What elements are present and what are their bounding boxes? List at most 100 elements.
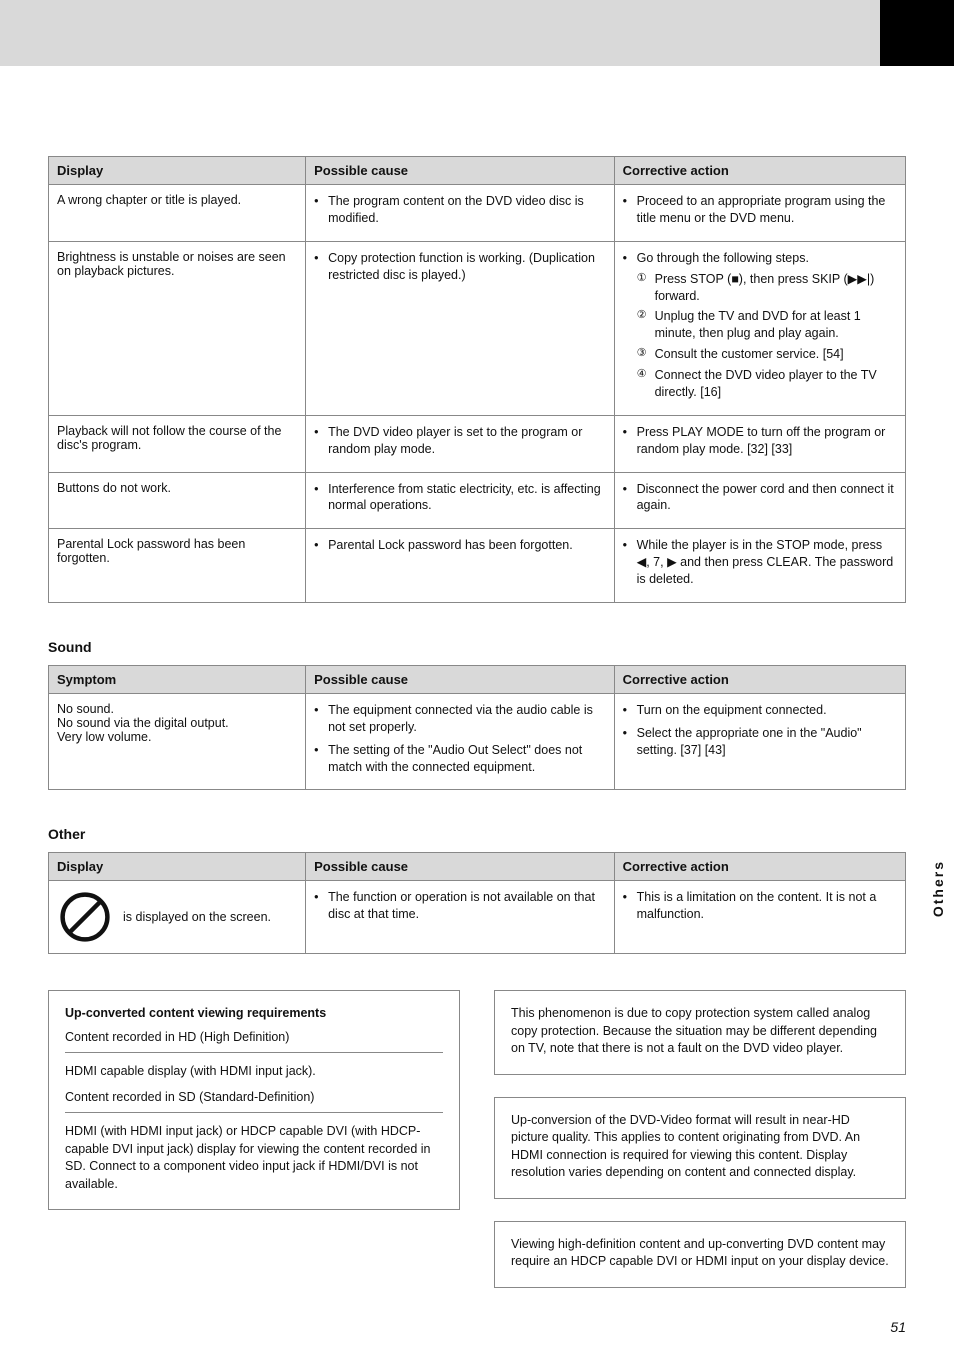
numbered-list: ① Press STOP (■), then press SKIP (▶▶|) f…	[637, 271, 897, 401]
bullet-list: Disconnect the power cord and then conne…	[623, 481, 897, 515]
list-item: ① Press STOP (■), then press SKIP (▶▶|) f…	[637, 271, 897, 305]
action-cell: Turn on the equipment connected. Select t…	[614, 693, 905, 790]
box-sub2: Content recorded in SD (Standard-Definit…	[65, 1089, 443, 1107]
th-symptom: Symptom	[49, 665, 306, 693]
cause-cell: Parental Lock password has been forgotte…	[306, 529, 615, 603]
box-body2: HDMI (with HDMI input jack) or HDCP capa…	[65, 1123, 443, 1193]
step-intro: Go through the following steps.	[637, 250, 897, 267]
th-cause: Possible cause	[306, 853, 615, 881]
action-cell: While the player is in the STOP mode, pr…	[614, 529, 905, 603]
bullet-list: Proceed to an appropriate program using …	[623, 193, 897, 227]
table-row: is displayed on the screen. The function …	[49, 881, 906, 954]
table-b-head: Symptom Possible cause Corrective action	[49, 665, 906, 693]
boxes-left-col: Up-converted content viewing requirement…	[48, 990, 460, 1288]
list-item: While the player is in the STOP mode, pr…	[623, 537, 897, 588]
box-upconvert-requirements: Up-converted content viewing requirement…	[48, 990, 460, 1210]
prohibit-icon	[57, 889, 113, 945]
bullet-list: The program content on the DVD video dis…	[314, 193, 606, 227]
list-item: The DVD video player is set to the progr…	[314, 424, 606, 458]
divider	[65, 1112, 443, 1113]
table-row: Parental Lock password has been forgotte…	[49, 529, 906, 603]
page-number: 51	[890, 1319, 906, 1335]
symptom-cell: Brightness is unstable or noises are see…	[49, 241, 306, 415]
step-text: Consult the customer service. [54]	[655, 347, 844, 361]
action-cell: Press PLAY MODE to turn off the program …	[614, 415, 905, 472]
list-item: Disconnect the power cord and then conne…	[623, 481, 897, 515]
cause-cell: Interference from static electricity, et…	[306, 472, 615, 529]
step-text: Unplug the TV and DVD for at least 1 min…	[655, 309, 861, 340]
table-a-head: Display Possible cause Corrective action	[49, 157, 906, 185]
list-item: The function or operation is not availab…	[314, 889, 606, 923]
symptom-cell: A wrong chapter or title is played.	[49, 185, 306, 242]
list-item: Interference from static electricity, et…	[314, 481, 606, 515]
list-item: This is a limitation on the content. It …	[623, 889, 897, 923]
step-number-icon: ①	[637, 271, 647, 286]
list-item: The setting of the "Audio Out Select" do…	[314, 742, 606, 776]
section-heading-other: Other	[48, 826, 906, 842]
th-action: Corrective action	[614, 853, 905, 881]
troubleshoot-table-sound: Symptom Possible cause Corrective action…	[48, 665, 906, 791]
action-cell: Disconnect the power cord and then conne…	[614, 472, 905, 529]
list-item: ③Consult the customer service. [54]	[637, 346, 897, 363]
action-cell: This is a limitation on the content. It …	[614, 881, 905, 954]
bullet-list: The DVD video player is set to the progr…	[314, 424, 606, 458]
box-sub1: Content recorded in HD (High Definition)	[65, 1029, 443, 1047]
cause-cell: The function or operation is not availab…	[306, 881, 615, 954]
list-item: The program content on the DVD video dis…	[314, 193, 606, 227]
action-cell: Go through the following steps. ① Press ST…	[614, 241, 905, 415]
th-cause: Possible cause	[306, 157, 615, 185]
step-number-icon: ②	[637, 308, 647, 323]
icon-label: is displayed on the screen.	[123, 910, 271, 924]
symptom-cell: Playback will not follow the course of t…	[49, 415, 306, 472]
th-cause: Possible cause	[306, 665, 615, 693]
cause-cell: The equipment connected via the audio ca…	[306, 693, 615, 790]
bullet-list: Copy protection function is working. (Du…	[314, 250, 606, 284]
step-text: Connect the DVD video player to the TV d…	[655, 368, 877, 399]
box-copy-protection: This phenomenon is due to copy protectio…	[494, 990, 906, 1075]
table-row: Buttons do not work.Interference from st…	[49, 472, 906, 529]
bullet-list: While the player is in the STOP mode, pr…	[623, 537, 897, 588]
step-text: Press STOP (■), then press SKIP (▶▶|) fo…	[655, 272, 875, 303]
list-item: Press PLAY MODE to turn off the program …	[623, 424, 897, 458]
box-heading: Up-converted content viewing requirement…	[65, 1005, 443, 1023]
divider	[65, 1052, 443, 1053]
th-display: Display	[49, 853, 306, 881]
box-body: Viewing high-definition content and up-c…	[511, 1236, 889, 1271]
table-c-body: is displayed on the screen. The function …	[49, 881, 906, 954]
table-b-body: No sound. No sound via the digital outpu…	[49, 693, 906, 790]
list-item: Turn on the equipment connected.	[623, 702, 897, 719]
footnote-boxes: Up-converted content viewing requirement…	[48, 990, 906, 1288]
table-a-body: A wrong chapter or title is played.The p…	[49, 185, 906, 603]
step-number-icon: ④	[637, 367, 647, 382]
bullet-list: The equipment connected via the audio ca…	[314, 702, 606, 776]
box-body: Up-conversion of the DVD-Video format wi…	[511, 1112, 889, 1182]
th-action: Corrective action	[614, 665, 905, 693]
list-item: Proceed to an appropriate program using …	[623, 193, 897, 227]
troubleshoot-table-display: Display Possible cause Corrective action…	[48, 156, 906, 603]
list-item: Copy protection function is working. (Du…	[314, 250, 606, 284]
bullet-list: Turn on the equipment connected. Select t…	[623, 702, 897, 759]
section-heading-sound: Sound	[48, 639, 906, 655]
ribbon-left	[0, 0, 880, 66]
cause-cell: The program content on the DVD video dis…	[306, 185, 615, 242]
boxes-right-col: This phenomenon is due to copy protectio…	[494, 990, 906, 1288]
bullet-list: Press PLAY MODE to turn off the program …	[623, 424, 897, 458]
bullet-list: Go through the following steps. ① Press ST…	[623, 250, 897, 401]
bullet-list: The function or operation is not availab…	[314, 889, 606, 923]
table-row: A wrong chapter or title is played.The p…	[49, 185, 906, 242]
box-upconversion-note: Up-conversion of the DVD-Video format wi…	[494, 1097, 906, 1199]
bullet-list: This is a limitation on the content. It …	[623, 889, 897, 923]
list-item: ④ Connect the DVD video player to the TV …	[637, 367, 897, 401]
header-ribbon	[0, 0, 954, 66]
symptom-cell: Parental Lock password has been forgotte…	[49, 529, 306, 603]
side-tab-label: Others	[930, 860, 946, 917]
list-item: Select the appropriate one in the "Audio…	[623, 725, 897, 759]
table-row: Playback will not follow the course of t…	[49, 415, 906, 472]
list-item: ② Unplug the TV and DVD for at least 1 mi…	[637, 308, 897, 342]
bullet-list: Parental Lock password has been forgotte…	[314, 537, 606, 554]
list-item: Go through the following steps. ① Press ST…	[623, 250, 897, 401]
action-cell: Proceed to an appropriate program using …	[614, 185, 905, 242]
symptom-cell: No sound. No sound via the digital outpu…	[49, 693, 306, 790]
th-action: Corrective action	[614, 157, 905, 185]
troubleshoot-table-other: Display Possible cause Corrective action…	[48, 852, 906, 954]
